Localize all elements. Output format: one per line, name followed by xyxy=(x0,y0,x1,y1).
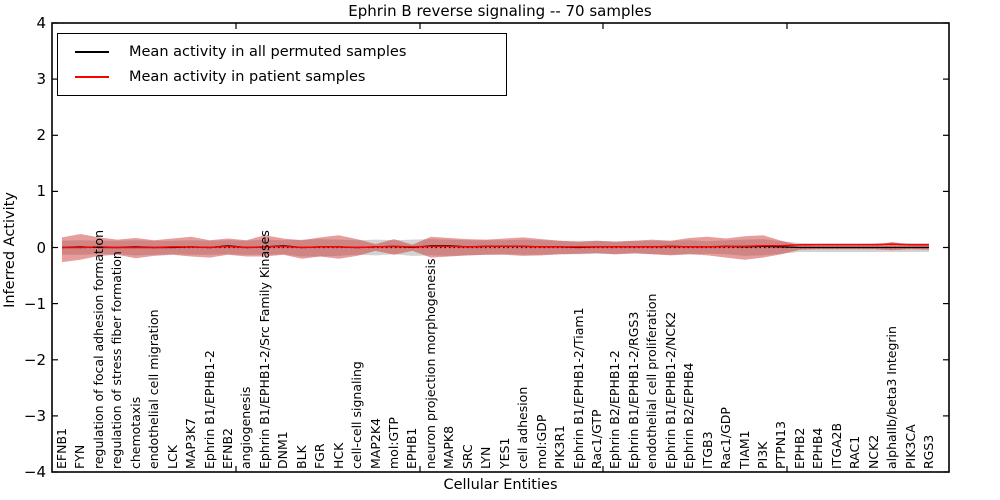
x-tick-label: Ephrin B1/EPHB1-2/NCK2 xyxy=(662,311,678,469)
patient-mean-line xyxy=(62,243,929,249)
permuted-line-swatch xyxy=(75,50,109,53)
x-tick-label: endothelial cell proliferation xyxy=(644,293,660,469)
y-tick-label: 0 xyxy=(36,238,46,257)
y-tick-label: 2 xyxy=(36,126,46,145)
x-tick-label: Ephrin B1/EPHB1-2/Src Family Kinases xyxy=(256,230,272,469)
x-tick-label: BLK xyxy=(293,445,309,469)
x-tick-label: PIK3R1 xyxy=(552,424,568,469)
x-tick-label: cell-cell signaling xyxy=(349,361,365,469)
x-tick-label: endothelial cell migration xyxy=(146,309,162,469)
legend-label-permuted: Mean activity in all permuted samples xyxy=(129,43,407,60)
x-tick-label: Ephrin B1/EPHB1-2/RGS3 xyxy=(625,311,641,469)
x-tick-label: EFNB2 xyxy=(220,428,236,469)
patient-line-swatch xyxy=(75,76,109,79)
x-tick-label: RGS3 xyxy=(921,434,936,469)
x-axis-label: Cellular Entities xyxy=(443,477,558,493)
y-tick-label: 3 xyxy=(36,70,46,89)
x-tick-label: EPHB1 xyxy=(404,427,420,469)
legend-item-patient: Mean activity in patient samples xyxy=(58,69,506,85)
y-tick-label: 1 xyxy=(36,182,46,201)
x-tick-label: Ephrin B1/EPHB1-2/Tiam1 xyxy=(570,307,586,469)
permuted-band xyxy=(62,239,929,257)
x-tick-label: MAP3K7 xyxy=(183,418,199,469)
y-tick-label: −4 xyxy=(23,463,46,481)
x-tick-label: mol:GTP xyxy=(386,417,402,469)
x-tick-label: TIAM1 xyxy=(736,430,752,469)
patient-band xyxy=(62,234,929,263)
x-tick-label: RAC1 xyxy=(847,435,863,469)
legend-item-permuted: Mean activity in all permuted samples xyxy=(58,44,506,60)
x-tick-label: SRC xyxy=(459,444,475,469)
x-tick-label: alphaIIb/beta3 Integrin xyxy=(884,326,900,469)
y-tick-label: −2 xyxy=(23,350,46,369)
y-tick-label: −3 xyxy=(23,406,46,425)
x-tick-label: EPHB4 xyxy=(810,427,826,469)
x-tick-label: FYN xyxy=(72,444,88,469)
x-tick-label: PI3K xyxy=(754,441,770,469)
legend-label-patient: Mean activity in patient samples xyxy=(129,69,366,86)
x-tick-label: EFNB1 xyxy=(54,428,69,469)
x-tick-label: Rac1/GDP xyxy=(718,407,734,469)
x-tick-label: regulation of stress fiber formation xyxy=(109,251,125,469)
x-tick-label: Rac1/GTP xyxy=(588,409,604,469)
x-tick-label: LCK xyxy=(164,445,180,469)
x-tick-label: neuron projection morphogenesis xyxy=(422,258,438,469)
x-tick-label: MAPK8 xyxy=(441,425,457,469)
x-tick-label: angiogenesis xyxy=(238,386,254,469)
x-tick-label: DNM1 xyxy=(275,431,291,469)
x-tick-label: PTPN13 xyxy=(773,421,789,469)
x-tick-label: NCK2 xyxy=(865,434,881,469)
x-tick-label: cell adhesion xyxy=(515,386,531,469)
x-tick-label: YES1 xyxy=(496,437,512,469)
x-tick-label: HCK xyxy=(330,442,346,469)
x-tick-label: Ephrin B1/EPHB1-2 xyxy=(201,350,217,469)
x-tick-label: regulation of focal adhesion formation xyxy=(90,230,106,469)
x-tick-label: ITGB3 xyxy=(699,431,715,469)
x-tick-label: MAP2K4 xyxy=(367,418,383,469)
x-tick-label: FGR xyxy=(312,443,328,469)
x-tick-label: ITGA2B xyxy=(828,422,844,469)
x-tick-label: EPHB2 xyxy=(791,427,807,469)
x-tick-label: Ephrin B2/EPHB1-2 xyxy=(607,350,623,469)
y-tick-label: −1 xyxy=(23,294,46,313)
x-tick-label: Ephrin B2/EPHB4 xyxy=(681,362,697,469)
y-tick-label: 4 xyxy=(36,14,46,32)
x-tick-label: mol:GDP xyxy=(533,414,549,469)
legend: Mean activity in all permuted samples Me… xyxy=(57,33,507,96)
x-tick-label: LYN xyxy=(478,446,494,469)
chart-title: Ephrin B reverse signaling -- 70 samples xyxy=(348,2,652,20)
x-tick-label: PIK3CA xyxy=(902,424,918,469)
x-tick-label: chemotaxis xyxy=(127,396,143,469)
